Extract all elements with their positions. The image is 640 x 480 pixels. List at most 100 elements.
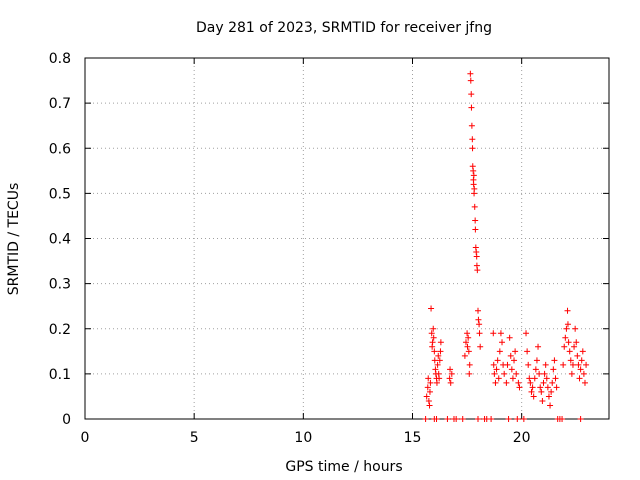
data-point [524,348,531,355]
data-point [475,307,481,314]
data-point [581,379,588,386]
data-point [515,379,522,386]
x-tick-label: 20 [513,430,531,446]
data-point [507,352,514,359]
data-point [528,388,535,395]
data-point [444,416,451,422]
data-point [564,321,571,328]
data-point [448,370,455,377]
y-tick-label: 0.6 [49,141,71,157]
data-point [447,366,454,373]
data-point [576,375,583,382]
data-point [464,343,471,350]
data-point [538,388,545,395]
data-point [550,366,557,373]
data-point [490,361,497,368]
data-point [509,375,516,382]
data-point [542,361,549,368]
data-point [505,416,512,422]
data-point [425,375,432,382]
data-point [560,361,567,368]
data-point [525,361,532,368]
y-tick-labels: 0 0.1 0.2 0.3 0.4 0.5 0.6 0.7 0.8 [49,51,71,428]
data-point [493,366,500,373]
data-point [429,339,436,346]
data-point [488,416,495,422]
data-point [468,104,475,111]
data-point [568,370,575,377]
data-point [494,357,501,364]
data-point [470,172,477,179]
data-point [583,361,590,368]
y-tick-label: 0 [62,412,71,428]
data-point [436,357,443,364]
data-point [469,136,476,143]
y-tick-label: 0.4 [49,232,71,248]
data-point [562,334,569,341]
data-point [512,348,519,355]
data-point [491,370,498,377]
y-tick-label: 0.8 [49,51,71,67]
data-point [472,217,479,224]
data-point [468,122,475,129]
data-point [431,357,438,364]
y-tick-label: 0.1 [49,367,71,383]
data-point [473,253,480,260]
data-point [472,226,479,233]
data-point [547,402,554,409]
data-point [541,370,548,377]
data-point [580,370,587,377]
y-axis-label: SRMTID / TECUs [6,183,22,296]
data-point [573,339,580,346]
data-point [496,348,503,355]
data-point [426,388,433,395]
data-point [540,379,547,386]
data-point [469,145,476,152]
data-point [530,393,537,400]
data-point [446,375,453,382]
data-point [467,77,474,84]
grid [85,58,609,419]
data-point [495,375,502,382]
data-point [431,348,438,355]
data-point [551,357,558,364]
data-point [430,334,437,341]
data-point [564,307,571,314]
data-point [559,416,566,422]
data-point [536,370,543,377]
data-point [537,384,544,391]
data-point [437,339,444,346]
data-point [436,375,443,382]
data-point [467,70,474,77]
data-point [423,393,430,400]
data-point [497,330,504,337]
data-point [506,334,513,341]
x-tick-labels: 0 5 10 15 20 [81,430,531,446]
data-point [465,348,472,355]
data-point [578,357,585,364]
data-point [490,330,497,337]
data-point [575,361,582,368]
data-point [511,357,518,364]
data-point [508,366,515,373]
data-point [503,379,510,386]
data-point [544,384,551,391]
data-point [569,361,576,368]
data-point [447,379,454,386]
data-point [572,325,579,332]
data-point [425,397,432,404]
data-point [461,352,468,359]
y-tick-label: 0.2 [49,322,71,338]
data-point [577,416,584,422]
x-tick-label: 0 [81,430,90,446]
x-tick-label: 10 [294,430,312,446]
data-point [465,334,472,341]
data-point [470,181,477,188]
data-point [539,397,546,404]
data-point [548,388,555,395]
data-point [433,379,440,386]
data-point [430,325,437,332]
data-point [563,325,570,332]
data-point [514,416,521,422]
data-point [471,185,478,192]
